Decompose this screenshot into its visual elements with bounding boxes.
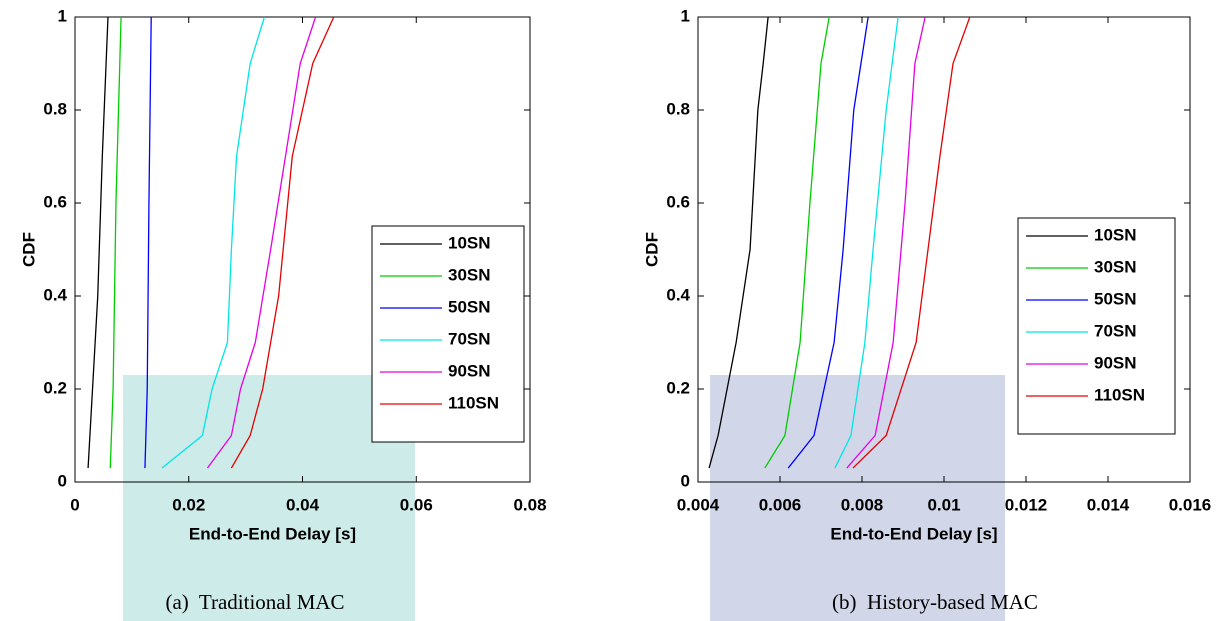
series-line — [230, 16, 335, 469]
series-line — [852, 16, 971, 469]
legend-box — [1017, 217, 1176, 435]
x-axis-label: End-to-End Delay [s] — [189, 524, 356, 543]
caption: (a) Traditional MAC — [165, 590, 344, 614]
series-line — [109, 16, 122, 469]
y-tick-label: 0 — [681, 471, 690, 490]
legend-label: 90SN — [448, 361, 491, 380]
x-tick-label: 0.012 — [1005, 495, 1048, 514]
caption: (b) History-based MAC — [832, 590, 1038, 614]
watermark — [710, 375, 1005, 621]
legend-label: 110SN — [1094, 385, 1145, 404]
legend-label: 70SN — [1094, 321, 1137, 340]
x-tick-label: 0 — [70, 495, 79, 514]
series-line — [161, 16, 266, 469]
series-line — [87, 16, 109, 469]
series-line — [206, 16, 317, 469]
y-axis-label: CDF — [19, 232, 38, 267]
x-axis-label: End-to-End Delay [s] — [830, 524, 997, 543]
y-tick-label: 0.2 — [43, 378, 67, 397]
y-tick-label: 0 — [58, 471, 67, 490]
x-tick-label: 0.006 — [759, 495, 802, 514]
series-line — [764, 16, 830, 469]
legend-label: 50SN — [1094, 289, 1137, 308]
y-tick-label: 0.8 — [43, 99, 67, 118]
series-line — [846, 16, 926, 469]
x-tick-label: 0.04 — [286, 495, 320, 514]
y-tick-label: 0.4 — [43, 285, 67, 304]
x-tick-label: 0.01 — [927, 495, 960, 514]
legend-box — [371, 225, 525, 443]
y-tick-label: 1 — [681, 6, 690, 25]
y-axis-label: CDF — [642, 232, 661, 267]
y-tick-label: 0.8 — [666, 99, 690, 118]
legend-label: 70SN — [448, 329, 491, 348]
legend-label: 10SN — [1094, 225, 1137, 244]
legend-label: 30SN — [448, 265, 491, 284]
watermark — [123, 375, 415, 621]
legend-label: 30SN — [1094, 257, 1137, 276]
x-tick-label: 0.014 — [1087, 495, 1130, 514]
series-line — [708, 16, 769, 469]
x-tick-label: 0.06 — [400, 495, 433, 514]
legend-label: 10SN — [448, 233, 491, 252]
legend-label: 90SN — [1094, 353, 1137, 372]
x-tick-label: 0.008 — [841, 495, 884, 514]
x-tick-label: 0.004 — [677, 495, 720, 514]
series-line — [144, 16, 152, 469]
legend-label: 110SN — [448, 393, 499, 412]
y-tick-label: 0.6 — [666, 192, 690, 211]
x-tick-label: 0.02 — [172, 495, 205, 514]
x-tick-label: 0.08 — [513, 495, 546, 514]
x-tick-label: 0.016 — [1169, 495, 1212, 514]
series-line — [834, 16, 899, 469]
y-tick-label: 0.4 — [666, 285, 690, 304]
y-tick-label: 0.6 — [43, 192, 67, 211]
legend-label: 50SN — [448, 297, 491, 316]
series-line — [787, 16, 869, 469]
y-tick-label: 0.2 — [666, 378, 690, 397]
y-tick-label: 1 — [58, 6, 67, 25]
